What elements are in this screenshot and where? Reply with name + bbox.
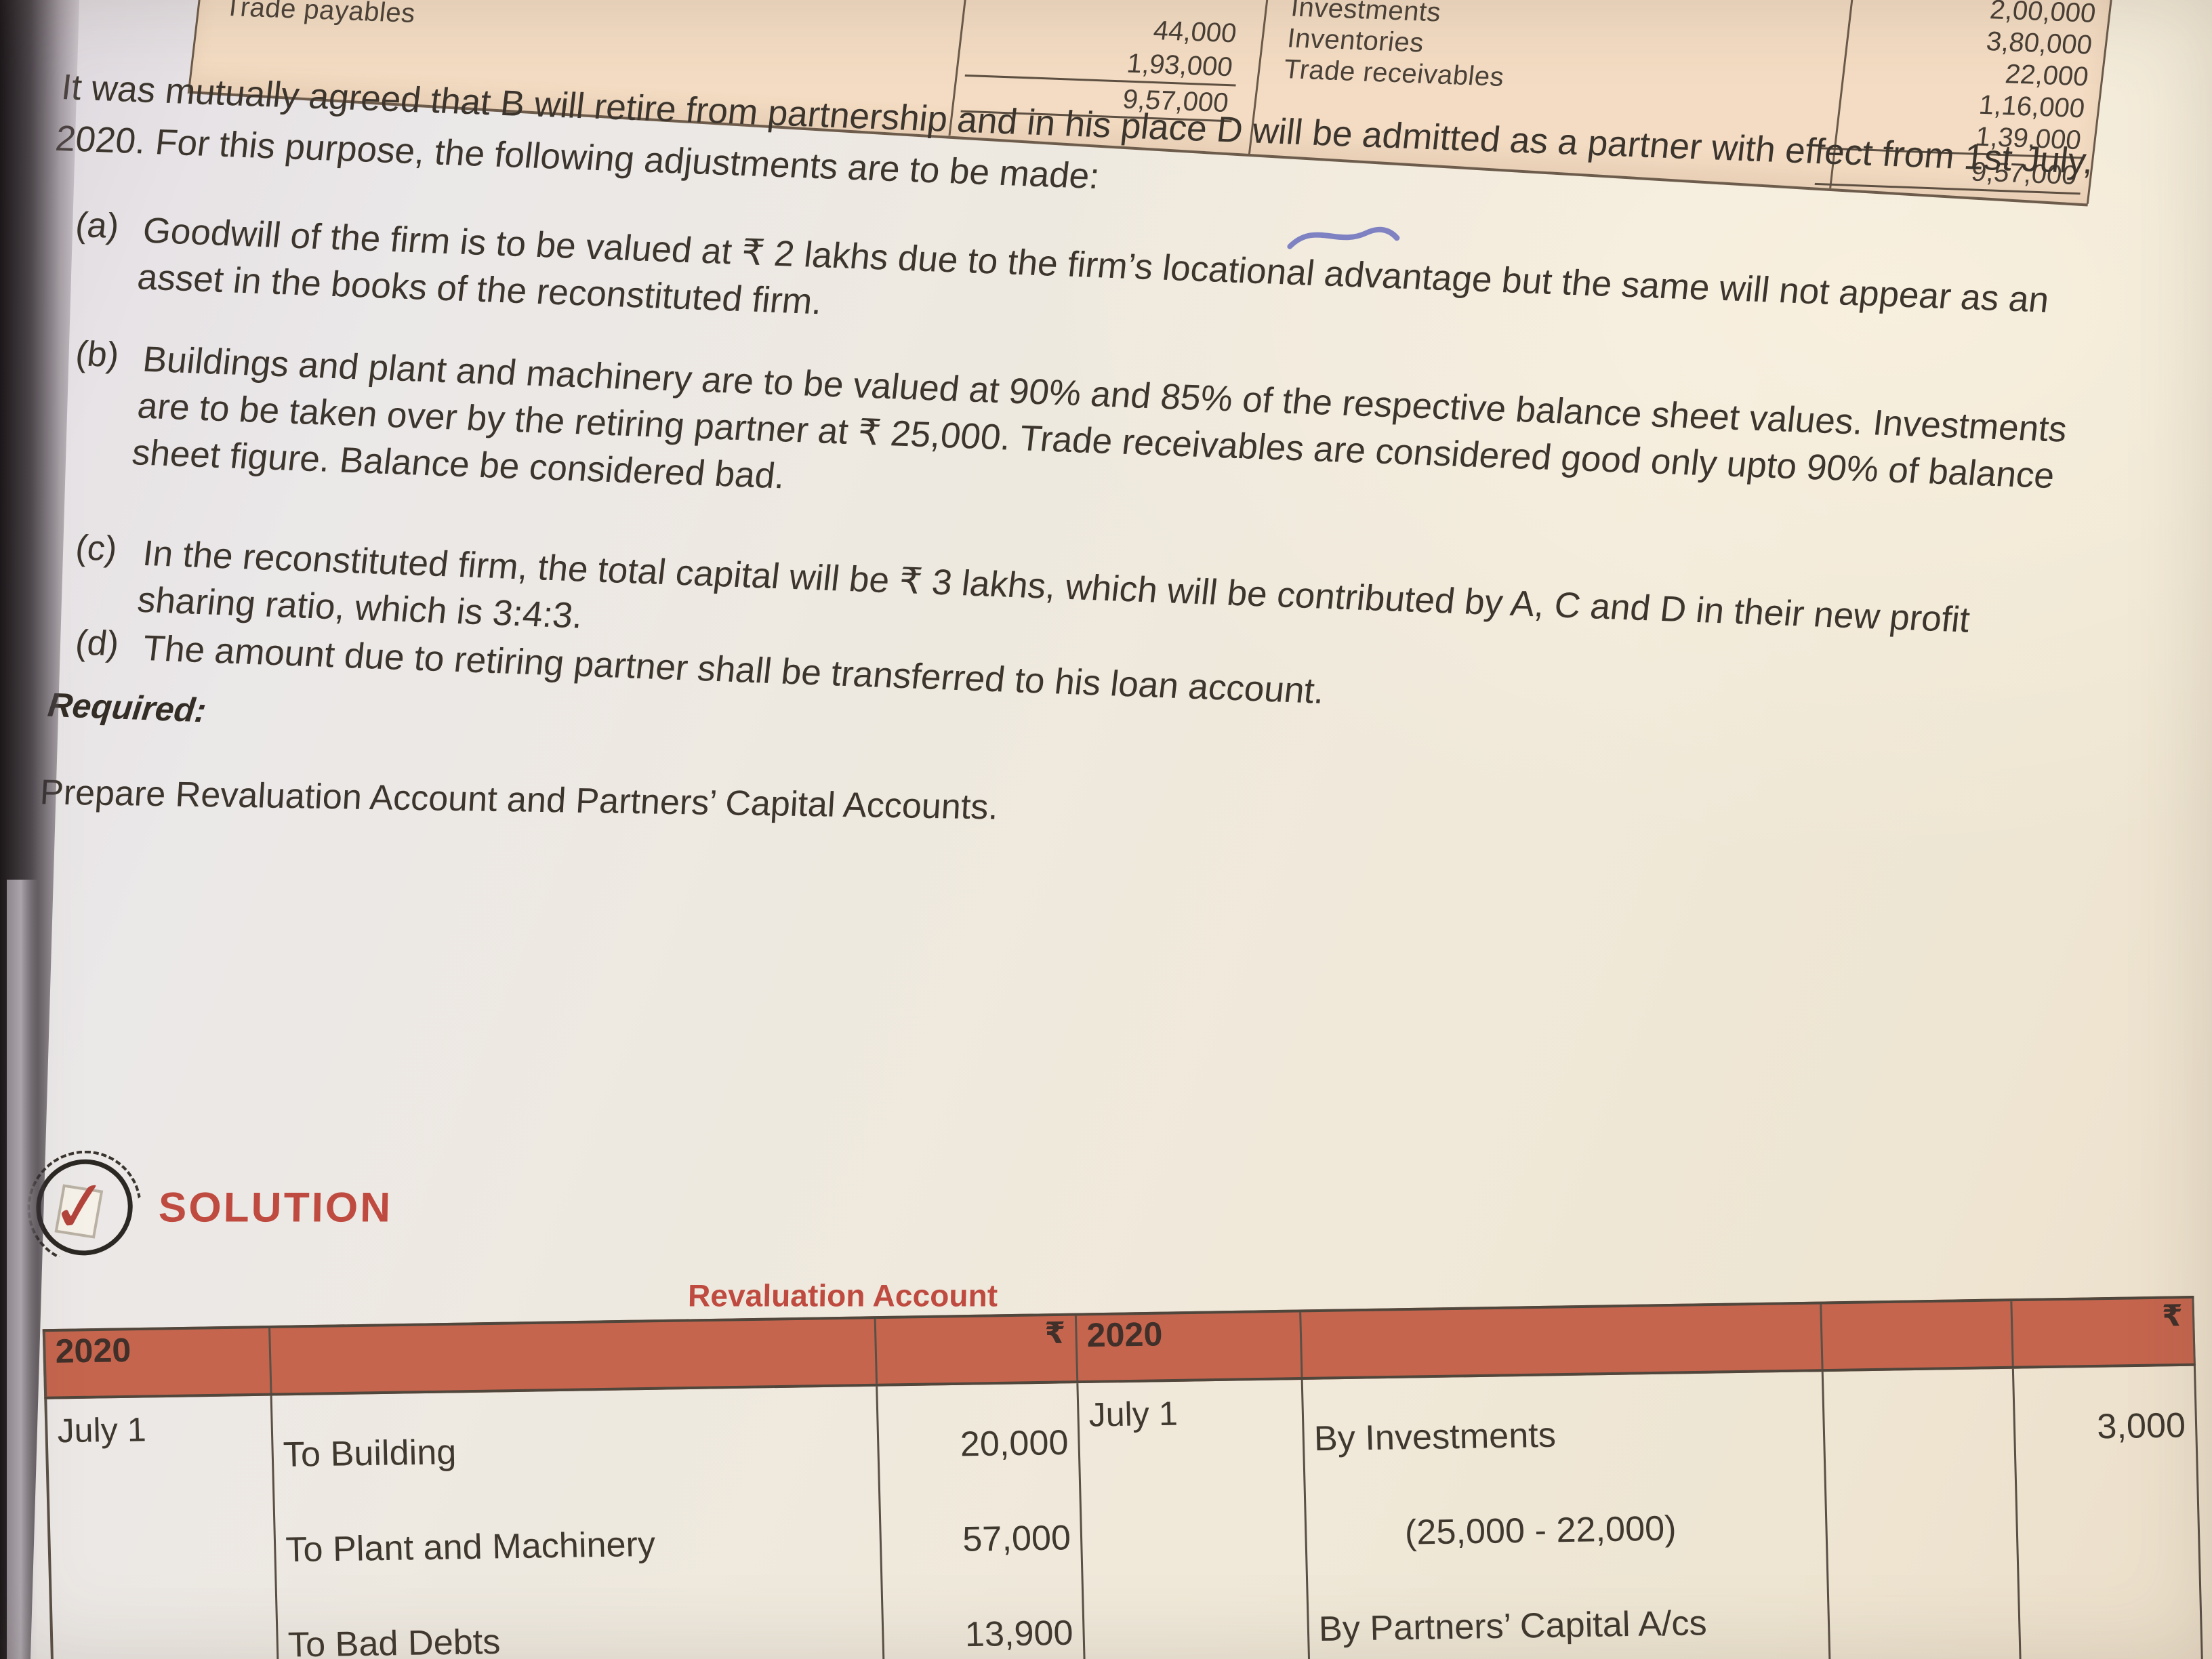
credit-date: July 1 <box>1078 1379 1312 1659</box>
balance-sheet-fragment: Trade payables 44,000 1,93,000 9,57,000 … <box>0 0 2211 207</box>
revaluation-title: Revaluation Account <box>687 1277 998 1313</box>
solution-label: SOLUTION <box>158 1184 393 1231</box>
item-text: Buildings and plant and machinery are to… <box>129 339 2069 497</box>
debit-amounts: 20,000 57,000 13,900 <box>878 1383 1088 1659</box>
credit-particulars: By Investments (25,000 - 22,000) By Part… <box>1303 1372 1832 1659</box>
header-folio-right <box>1822 1301 2014 1370</box>
adjustment-item-b: (b) Buildings and plant and machinery ar… <box>62 333 2096 547</box>
debit-entry: To Building <box>283 1433 457 1475</box>
credit-folio <box>1823 1368 2023 1659</box>
pen-underline-mark <box>1287 226 1400 249</box>
item-marker: (c) <box>73 528 119 569</box>
header-particulars-right <box>1301 1304 1824 1378</box>
item-marker: (a) <box>73 205 121 247</box>
debit-amount: 13,900 <box>964 1613 1074 1655</box>
credit-amounts: 3,000 <box>2013 1366 2205 1659</box>
solution-check-icon: ✓ <box>35 1159 134 1256</box>
problem-intro: It was mutually agreed that B will retir… <box>53 62 2104 249</box>
revaluation-body-row: July 1 To Building To Plant and Machiner… <box>44 1366 2205 1659</box>
check-glyph: ✓ <box>47 1165 113 1250</box>
debit-particulars: To Building To Plant and Machinery To Ba… <box>272 1386 887 1659</box>
debit-entry: To Bad Debts <box>287 1622 501 1659</box>
credit-amount: 3,000 <box>2096 1406 2186 1447</box>
header-year-right: 2020 <box>1076 1312 1303 1381</box>
debit-entry: To Plant and Machinery <box>285 1525 656 1570</box>
header-year-left: 2020 <box>42 1328 272 1397</box>
item-marker: (d) <box>73 623 121 664</box>
credit-entry: By Partners’ Capital A/cs <box>1318 1603 1708 1650</box>
solution-heading: ✓ SOLUTION <box>35 1159 393 1256</box>
header-rupee-right: ₹ <box>2012 1298 2196 1366</box>
credit-entry: (25,000 - 22,000) <box>1404 1509 1677 1553</box>
header-rupee-left: ₹ <box>876 1315 1079 1384</box>
credit-entry: By Investments <box>1313 1415 1557 1459</box>
page-edge <box>7 880 38 1659</box>
debit-amount: 57,000 <box>962 1518 1071 1559</box>
debit-amount: 20,000 <box>960 1423 1069 1465</box>
revaluation-table: 2020 ₹ 2020 ₹ July 1 To Building To Plan… <box>42 1296 2205 1659</box>
required-label: Required: <box>45 685 209 730</box>
debit-date: July 1 <box>44 1395 281 1659</box>
required-task: Prepare Revaluation Account and Partners… <box>39 773 1000 827</box>
header-particulars-left <box>270 1319 878 1393</box>
